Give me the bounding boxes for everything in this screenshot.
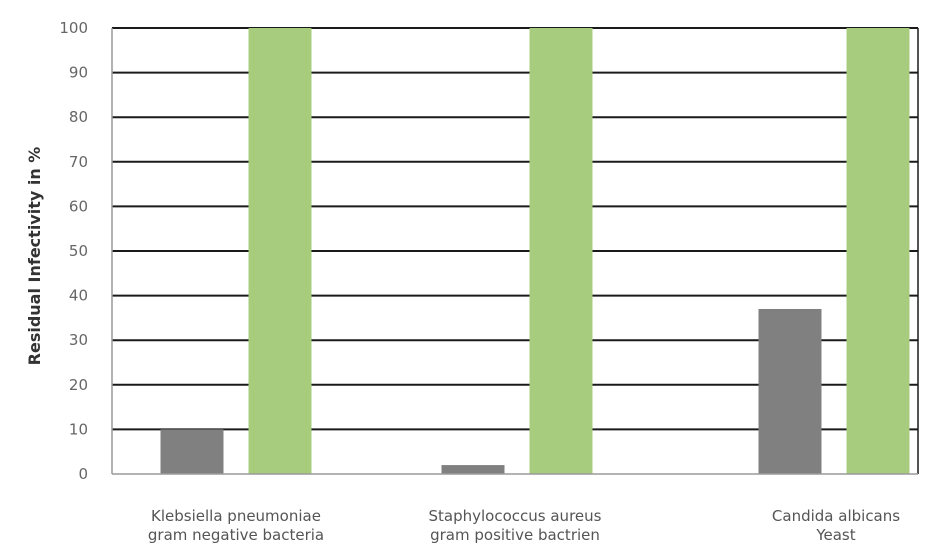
y-tick-label-20: 20 xyxy=(69,376,88,394)
y-tick-labels: 0 10 20 30 40 50 60 70 80 90 100 xyxy=(59,19,88,483)
category-label-3-line-2: Yeast xyxy=(815,526,855,544)
y-tick-label-50: 50 xyxy=(69,242,88,260)
y-tick-label-80: 80 xyxy=(69,108,88,126)
category-label-3-line-1: Candida albicans xyxy=(772,507,900,525)
y-tick-label-60: 60 xyxy=(69,197,88,215)
y-axis-title: Residual Infectivity in % xyxy=(25,147,44,366)
bar-series2-category2 xyxy=(529,28,593,474)
category-label-1-line-2: gram negative bacteria xyxy=(148,526,324,544)
bar-series1-category1 xyxy=(160,429,224,474)
category-label-2-line-1: Staphylococcus aureus xyxy=(429,507,602,525)
y-tick-label-30: 30 xyxy=(69,331,88,349)
bar-series2-category1 xyxy=(248,28,312,474)
bars xyxy=(160,28,910,474)
axes xyxy=(111,28,919,475)
y-tick-label-90: 90 xyxy=(69,64,88,82)
bar-series1-category2 xyxy=(441,465,505,474)
category-label-2-line-2: gram positive bactrien xyxy=(430,526,600,544)
category-label-1-line-1: Klebsiella pneumoniae xyxy=(151,507,321,525)
y-tick-label-10: 10 xyxy=(69,420,88,438)
y-tick-label-0: 0 xyxy=(78,465,88,483)
gridlines xyxy=(112,27,918,431)
bar-series1-category3 xyxy=(758,308,822,474)
y-tick-label-100: 100 xyxy=(59,19,88,37)
y-tick-label-40: 40 xyxy=(69,287,88,305)
y-tick-label-70: 70 xyxy=(69,153,88,171)
bar-series2-category3 xyxy=(846,28,910,474)
